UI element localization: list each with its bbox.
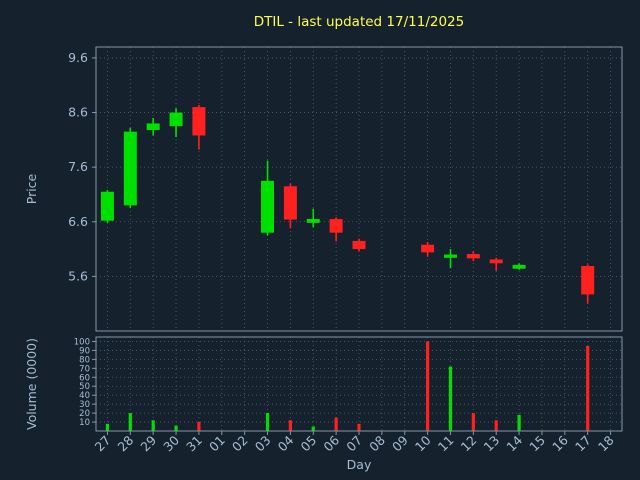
volume-tick-label: 30 — [79, 400, 90, 410]
candle-day-17 — [581, 264, 595, 431]
candle-day-06 — [329, 217, 343, 431]
volume-bar-day-14 — [517, 414, 521, 431]
volume-bar-day-05 — [311, 426, 315, 431]
volume-bar-day-27 — [105, 423, 110, 431]
price-tick-label: 9.6 — [68, 50, 88, 65]
volume-tick-label: 10 — [79, 418, 90, 428]
candle-body — [421, 244, 435, 253]
candle-day-31 — [192, 104, 206, 431]
candle-body — [123, 131, 137, 206]
candle-body — [146, 123, 160, 131]
volume-bar-day-30 — [174, 425, 178, 431]
candle-day-27 — [100, 190, 114, 431]
candle-day-07 — [352, 238, 366, 431]
candle-day-28 — [123, 127, 137, 431]
volume-bar-day-07 — [357, 423, 361, 431]
volume-bar-day-13 — [494, 420, 498, 431]
volume-bar-day-31 — [197, 422, 201, 431]
candle-day-10 — [421, 241, 435, 431]
candle-body — [512, 264, 526, 269]
candle-body — [192, 107, 206, 136]
volume-axis-label: Volume (0000) — [24, 338, 39, 430]
volume-tick-label: 20 — [79, 409, 90, 419]
volume-bar-day-29 — [151, 420, 155, 431]
volume-tick-label: 60 — [79, 373, 90, 383]
candle-day-30 — [169, 108, 183, 431]
candle-body — [283, 186, 297, 220]
price-tick-label: 8.6 — [68, 105, 88, 120]
volume-bar-day-12 — [471, 413, 475, 431]
price-tick-label: 6.6 — [68, 214, 88, 229]
candle-day-13 — [489, 257, 503, 431]
candle-body — [261, 180, 275, 233]
candle-body — [329, 219, 343, 233]
price-plot-frame — [95, 46, 623, 332]
candle-day-29 — [146, 118, 160, 431]
candle-day-04 — [283, 183, 297, 431]
candle-body — [306, 219, 320, 223]
volume-tick-label: 100 — [74, 337, 90, 347]
price-tick-label: 5.6 — [68, 268, 88, 283]
volume-bar-day-11 — [448, 366, 453, 431]
candles-layer — [100, 104, 595, 431]
chart-title: DTIL - last updated 17/11/2025 — [254, 14, 464, 30]
candle-body — [489, 259, 503, 264]
price-axis-label: Price — [24, 173, 39, 204]
candle-day-12 — [466, 251, 480, 431]
volume-bar-day-17 — [586, 345, 590, 431]
candle-day-14 — [512, 263, 526, 431]
volume-bar-day-04 — [288, 420, 292, 431]
volume-tick-label: 70 — [79, 364, 90, 374]
candle-body — [169, 112, 183, 127]
candle-day-05 — [306, 208, 320, 431]
day-axis-label: Day — [347, 457, 372, 472]
candle-day-11 — [443, 249, 457, 431]
volume-bar-day-06 — [334, 417, 338, 431]
volume-tick-label: 40 — [79, 391, 90, 401]
volume-bar-day-28 — [128, 413, 132, 431]
candle-body — [581, 266, 595, 295]
volume-tick-label: 80 — [79, 355, 90, 365]
volume-bar-day-10 — [426, 341, 430, 431]
price-tick-label: 7.6 — [68, 159, 88, 174]
candle-body — [466, 253, 480, 259]
candle-body — [352, 240, 366, 250]
candle-day-03 — [261, 160, 275, 431]
volume-bar-day-03 — [265, 413, 270, 431]
volume-tick-label: 50 — [79, 382, 90, 392]
volume-tick-label: 90 — [79, 346, 90, 356]
candle-body — [100, 191, 114, 221]
candle-body — [443, 254, 457, 258]
